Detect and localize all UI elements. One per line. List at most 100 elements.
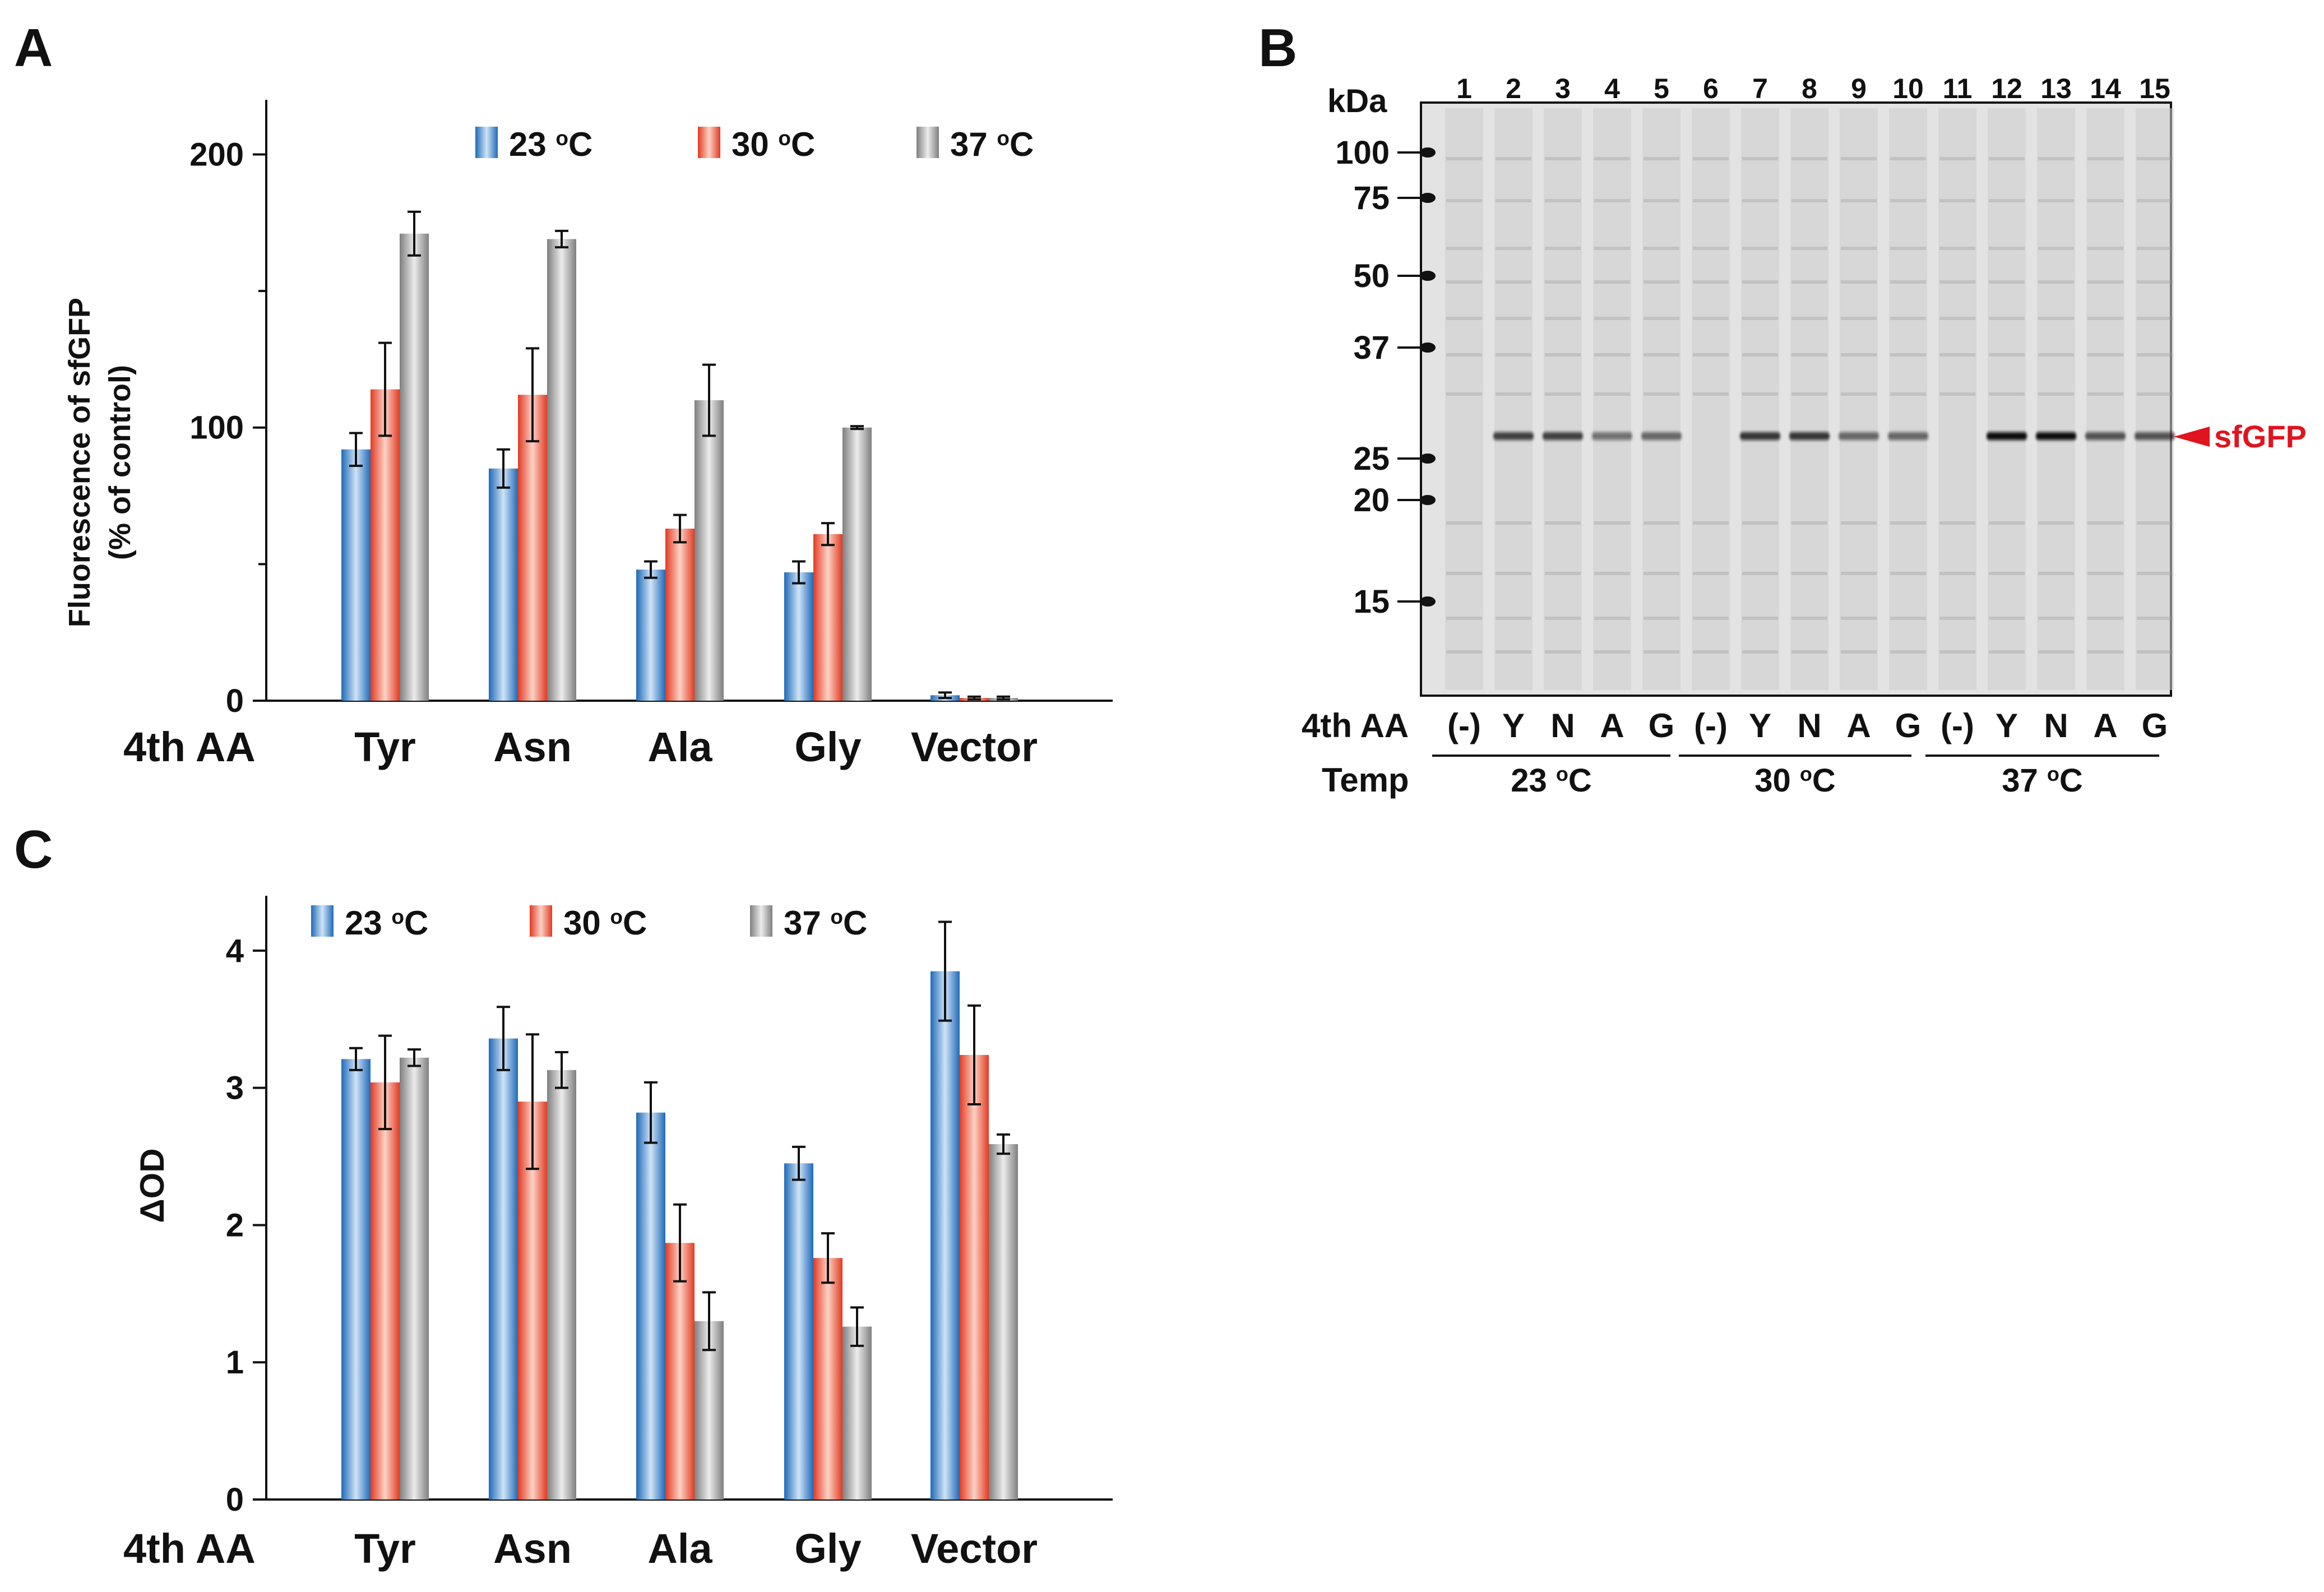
gel-background-band <box>2087 650 2123 654</box>
chart-a-ylabel-line2: (% of control) <box>103 365 137 560</box>
gel-ladder-band-25 <box>1420 453 1436 464</box>
sfgfp-arrow <box>2174 427 2210 447</box>
gel-background-band <box>1989 280 2025 284</box>
category-label-tyr: Tyr <box>354 724 416 770</box>
gel-background-band <box>1496 280 1531 284</box>
gel-marker-label-75: 75 <box>1353 180 1390 216</box>
gel-background-band <box>1841 650 1877 654</box>
gel-background-band <box>1644 617 1679 620</box>
gel-background-band <box>2038 199 2074 202</box>
gel-background-band <box>1989 317 2025 320</box>
gel-aa-label-1: (-) <box>1447 707 1481 744</box>
gel-lane-number-3: 3 <box>1555 73 1571 104</box>
gel-sfgfp-band-lane-12 <box>1987 432 2027 440</box>
gel-background-band <box>1791 392 1827 396</box>
y-tick-label: 4 <box>226 933 244 969</box>
gel-background-band <box>1545 280 1581 284</box>
gel-background-band <box>1890 280 1926 284</box>
gel-lane-9 <box>1840 108 1878 690</box>
gel-background-band <box>1496 247 1531 250</box>
gel-lane-13 <box>2037 108 2075 690</box>
gel-background-band <box>1446 157 1482 160</box>
legend-label-2-degree: o <box>830 905 843 928</box>
gel-background-band <box>2087 572 2123 575</box>
gel-background-band <box>1693 317 1729 320</box>
gel-background-band <box>1693 617 1729 620</box>
gel-sfgfp-band-lane-3 <box>1543 432 1583 440</box>
gel-sfgfp-band-lane-8 <box>1789 432 1830 440</box>
y-tick-label: 0 <box>226 683 244 719</box>
gel-lane-number-14: 14 <box>2090 73 2121 104</box>
gel-lane-3 <box>1544 108 1582 690</box>
gel-sfgfp-band-lane-2 <box>1493 432 1534 440</box>
gel-temp-label-2-unit: C <box>2059 762 2083 799</box>
gel-sfgfp-band-lane-15 <box>2135 432 2175 440</box>
gel-aa-label-9: A <box>1846 707 1871 744</box>
gel-background-band <box>1644 572 1679 575</box>
gel-background-band <box>1989 353 2025 357</box>
gel-lane-number-11: 11 <box>1943 73 1973 104</box>
legend-label-1: 30 oC <box>732 126 815 163</box>
gel-background-band <box>1545 317 1581 320</box>
gel-background-band <box>1841 317 1877 320</box>
gel-background-band <box>2038 650 2074 654</box>
gel-background-band <box>1545 353 1581 357</box>
gel-background-band <box>1594 199 1630 202</box>
gel-background-band <box>2087 199 2123 202</box>
gel-background-band <box>1496 392 1531 396</box>
gel-aa-label-11: (-) <box>1941 707 1974 744</box>
gel-background-band <box>1742 521 1778 525</box>
bar-asn-23c <box>489 1038 518 1500</box>
gel-background-band <box>1545 572 1581 575</box>
gel-background-band <box>1545 650 1581 654</box>
legend-label-0-unit: C <box>568 126 592 163</box>
gel-background-band <box>1841 199 1877 202</box>
gel-background-band <box>1496 199 1531 202</box>
bar-tyr-23c <box>341 1059 371 1500</box>
panel-label-a: A <box>14 18 53 78</box>
gel-background-band <box>1446 353 1482 357</box>
bar-ala-30c <box>665 1243 695 1500</box>
gel-lane-number-5: 5 <box>1654 73 1669 104</box>
gel-sfgfp-band-lane-10 <box>1888 432 1928 440</box>
gel-background-band <box>2137 199 2173 202</box>
bar-tyr-37c <box>400 233 429 701</box>
gel-background-band <box>1644 353 1679 357</box>
category-label-gly: Gly <box>794 724 861 770</box>
gel-background-band <box>2087 280 2123 284</box>
chart-a-xlabel: 4th AA <box>123 724 256 770</box>
gel-lane-number-1: 1 <box>1456 73 1472 104</box>
gel-lane-number-13: 13 <box>2040 73 2072 104</box>
gel-background-band <box>2137 247 2173 250</box>
sfgfp-label: sfGFP <box>2214 419 2307 454</box>
legend-label-0-number: 23 <box>509 126 555 163</box>
gel-marker-label-37: 37 <box>1353 330 1390 366</box>
panel-label-c: C <box>14 820 53 880</box>
gel-background-band <box>2137 280 2173 284</box>
gel-aa-label-8: N <box>1797 707 1821 744</box>
bar-ala-30c <box>665 529 695 701</box>
gel-background-band <box>1841 157 1877 160</box>
gel-background-band <box>1594 157 1630 160</box>
gel-background-band <box>1545 392 1581 396</box>
legend-label-2-unit: C <box>843 904 867 942</box>
gel-background-band <box>1939 247 1975 250</box>
gel-sfgfp-band-lane-9 <box>1839 432 1879 440</box>
gel-temp-row-label: Temp <box>1322 761 1409 799</box>
gel-background-band <box>1693 650 1729 654</box>
gel-lane-7 <box>1741 108 1779 690</box>
gel-lane-4 <box>1593 108 1631 690</box>
legend-swatch-0 <box>475 127 498 158</box>
gel-lane-number-2: 2 <box>1506 73 1521 104</box>
gel-aa-label-7: Y <box>1749 707 1771 744</box>
gel-marker-label-100: 100 <box>1335 135 1390 171</box>
chart-c-xlabel: 4th AA <box>123 1525 256 1572</box>
gel-background-band <box>1989 650 2025 654</box>
gel-lane-12 <box>1988 108 2026 690</box>
gel-temp-label-0: 23 oC <box>1511 762 1592 799</box>
legend-label-0-unit: C <box>404 904 428 942</box>
gel-background-band <box>1693 280 1729 284</box>
y-tick-label: 1 <box>226 1344 244 1381</box>
gel-background-band <box>1742 247 1778 250</box>
bar-ala-23c <box>636 570 665 701</box>
